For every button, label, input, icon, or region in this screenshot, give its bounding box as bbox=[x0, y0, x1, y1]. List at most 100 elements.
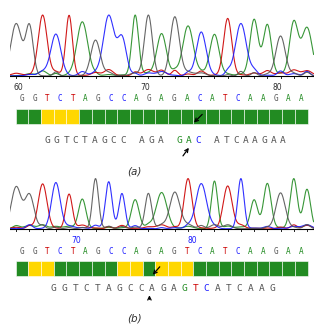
Bar bbox=[105, 261, 117, 276]
Bar bbox=[41, 261, 54, 276]
Text: A: A bbox=[252, 136, 258, 145]
Text: G: G bbox=[274, 94, 278, 103]
Text: A: A bbox=[259, 284, 264, 293]
Text: G: G bbox=[96, 247, 100, 256]
Bar bbox=[28, 261, 41, 276]
Text: T: T bbox=[73, 284, 78, 293]
Bar bbox=[193, 109, 206, 124]
Text: T: T bbox=[185, 247, 189, 256]
Text: G: G bbox=[20, 94, 24, 103]
Text: C: C bbox=[121, 247, 126, 256]
Bar bbox=[79, 109, 92, 124]
Bar bbox=[168, 109, 180, 124]
Bar bbox=[155, 261, 168, 276]
Text: T: T bbox=[45, 247, 50, 256]
Text: A: A bbox=[286, 94, 291, 103]
Text: T: T bbox=[94, 284, 100, 293]
Text: C: C bbox=[197, 94, 202, 103]
Text: C: C bbox=[237, 284, 243, 293]
Text: A: A bbox=[134, 247, 139, 256]
Text: A: A bbox=[186, 136, 192, 145]
Text: A: A bbox=[171, 284, 177, 293]
Text: T: T bbox=[70, 94, 75, 103]
Bar bbox=[28, 109, 41, 124]
Bar bbox=[269, 109, 282, 124]
Text: A: A bbox=[158, 136, 164, 145]
Bar bbox=[105, 109, 117, 124]
Text: 70: 70 bbox=[140, 83, 150, 92]
Text: C: C bbox=[236, 94, 240, 103]
Bar bbox=[130, 261, 143, 276]
Text: 70: 70 bbox=[72, 236, 81, 245]
Bar bbox=[54, 261, 67, 276]
Text: C: C bbox=[84, 284, 89, 293]
Text: (a): (a) bbox=[127, 166, 141, 176]
Text: T: T bbox=[82, 136, 88, 145]
Bar bbox=[257, 109, 269, 124]
Text: C: C bbox=[195, 136, 201, 145]
Text: G: G bbox=[51, 284, 56, 293]
Text: G: G bbox=[20, 247, 24, 256]
Text: G: G bbox=[274, 247, 278, 256]
Bar bbox=[130, 109, 143, 124]
Bar bbox=[155, 109, 168, 124]
Bar bbox=[282, 261, 295, 276]
Bar bbox=[117, 261, 130, 276]
Bar bbox=[231, 261, 244, 276]
Text: C: C bbox=[73, 136, 79, 145]
Text: A: A bbox=[185, 94, 189, 103]
Bar bbox=[117, 109, 130, 124]
Bar bbox=[193, 261, 206, 276]
Text: G: G bbox=[61, 284, 67, 293]
Text: (b): (b) bbox=[127, 314, 141, 324]
Bar bbox=[206, 109, 219, 124]
Text: A: A bbox=[248, 284, 253, 293]
Text: C: C bbox=[58, 94, 62, 103]
Text: G: G bbox=[32, 94, 37, 103]
Text: A: A bbox=[159, 247, 164, 256]
Text: A: A bbox=[83, 247, 88, 256]
Bar bbox=[79, 261, 92, 276]
Text: A: A bbox=[280, 136, 286, 145]
Bar bbox=[54, 109, 67, 124]
Bar bbox=[180, 261, 193, 276]
Text: C: C bbox=[58, 247, 62, 256]
Text: A: A bbox=[261, 247, 265, 256]
Text: G: G bbox=[116, 284, 122, 293]
Text: 80: 80 bbox=[187, 236, 197, 245]
Text: A: A bbox=[105, 284, 111, 293]
Text: C: C bbox=[197, 247, 202, 256]
Bar bbox=[269, 261, 282, 276]
Bar bbox=[295, 261, 308, 276]
Text: G: G bbox=[269, 284, 275, 293]
Text: C: C bbox=[121, 94, 126, 103]
Text: A: A bbox=[248, 247, 253, 256]
Text: A: A bbox=[299, 247, 303, 256]
Text: A: A bbox=[210, 247, 215, 256]
Text: C: C bbox=[110, 136, 116, 145]
Text: A: A bbox=[214, 136, 220, 145]
Bar bbox=[244, 109, 257, 124]
Text: A: A bbox=[139, 136, 145, 145]
Bar bbox=[180, 109, 193, 124]
Text: C: C bbox=[108, 94, 113, 103]
Text: T: T bbox=[193, 284, 199, 293]
Text: C: C bbox=[204, 284, 210, 293]
Bar bbox=[67, 261, 79, 276]
Text: A: A bbox=[286, 247, 291, 256]
Bar bbox=[41, 109, 54, 124]
Text: A: A bbox=[149, 284, 155, 293]
Bar bbox=[67, 109, 79, 124]
Text: T: T bbox=[70, 247, 75, 256]
Text: A: A bbox=[215, 284, 220, 293]
Text: 80: 80 bbox=[272, 83, 282, 92]
Bar bbox=[16, 261, 28, 276]
Text: A: A bbox=[299, 94, 303, 103]
Text: G: G bbox=[147, 247, 151, 256]
Text: T: T bbox=[223, 94, 227, 103]
Bar bbox=[143, 261, 155, 276]
Text: G: G bbox=[148, 136, 154, 145]
Text: G: G bbox=[160, 284, 166, 293]
Bar bbox=[244, 261, 257, 276]
Bar bbox=[295, 109, 308, 124]
